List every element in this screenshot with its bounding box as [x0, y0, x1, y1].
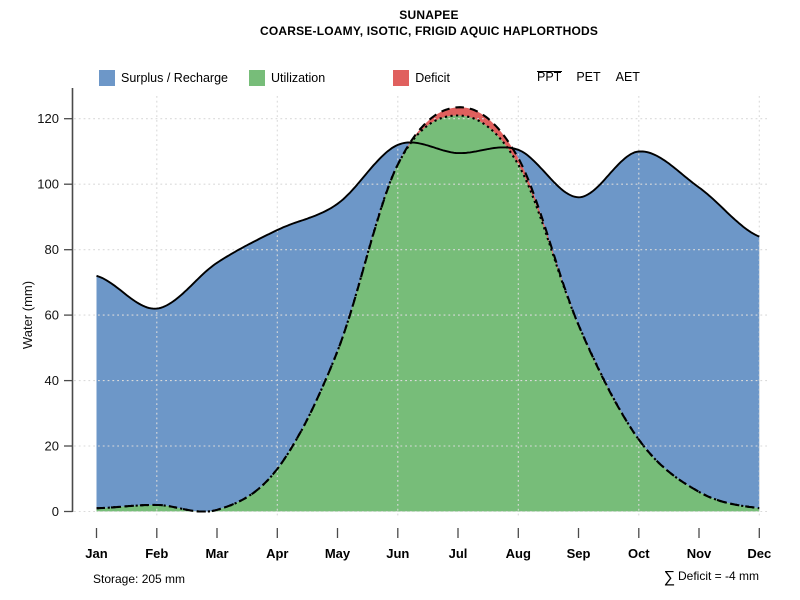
deficit-annotation: ∑ Deficit = -4 mm [664, 569, 759, 587]
legend-item-pet: PET [537, 70, 601, 84]
legend-item-aet: AET [537, 70, 640, 84]
axes [64, 88, 760, 538]
legend-areas: Surplus / Recharge Utilization Deficit [99, 70, 471, 86]
grid-lines [74, 96, 770, 518]
y-tick-label: 60 [45, 308, 59, 323]
y-tick-label: 20 [45, 439, 59, 454]
month-label: Sep [567, 546, 591, 561]
series-lines [96, 106, 760, 513]
y-tick-label: 100 [37, 177, 59, 192]
month-label: May [325, 546, 351, 561]
y-tick-label: 120 [37, 111, 59, 126]
legend-label-aet: AET [615, 70, 640, 84]
y-axis-title: Water (mm) [20, 281, 35, 349]
surplus-swatch-icon [99, 70, 115, 86]
sigma-icon: ∑ [663, 569, 675, 586]
legend-label-utilization: Utilization [271, 71, 326, 85]
chart-fills [96, 107, 760, 512]
month-label: Jan [85, 546, 107, 561]
legend-label-pet: PET [576, 70, 601, 84]
month-label: Apr [266, 546, 288, 561]
month-label: Jul [449, 546, 468, 561]
surplus-recharge-area [96, 142, 760, 512]
y-tick-label: 40 [45, 373, 59, 388]
legend-label-deficit: Deficit [415, 71, 450, 85]
month-label: Oct [628, 546, 650, 561]
month-label: Feb [145, 546, 168, 561]
storage-annotation: Storage: 205 mm [93, 572, 186, 586]
utilization-swatch-icon [249, 70, 266, 86]
legend-item-surplus: Surplus / Recharge [99, 70, 228, 86]
legend-item-deficit: Deficit [393, 70, 450, 86]
month-labels: Jan Feb Mar Apr May Jun Jul Aug Sep Oct Nov Dec [85, 546, 771, 561]
y-tick-labels: 0 20 40 60 80 100 120 [37, 111, 59, 519]
month-label: Nov [687, 546, 712, 561]
deficit-swatch-icon [393, 70, 410, 86]
y-tick-label: 80 [45, 242, 59, 257]
legend-lines: PPT PET AET [537, 70, 655, 84]
chart-subtitle: COARSE-LOAMY, ISOTIC, FRIGID AQUIC HAPLO… [259, 24, 599, 38]
deficit-annotation-text: Deficit = -4 mm [677, 569, 759, 583]
utilization-area [96, 115, 760, 512]
dotted-line-icon [537, 71, 562, 72]
month-label: Mar [205, 546, 228, 561]
y-tick-label: 0 [52, 504, 59, 519]
legend-item-utilization: Utilization [249, 70, 325, 86]
month-label: Jun [386, 546, 409, 561]
legend-label-ppt: PPT [537, 70, 562, 84]
chart-title: SUNAPEE [399, 8, 459, 22]
chart-header: SUNAPEE COARSE-LOAMY, ISOTIC, FRIGID AQU… [74, 8, 784, 38]
month-label: Dec [747, 546, 771, 561]
ppt-line [96, 141, 760, 310]
pet-line [96, 106, 760, 513]
legend-item-ppt: PPT [537, 70, 562, 84]
month-label: Aug [506, 546, 531, 561]
legend-label-surplus: Surplus / Recharge [121, 71, 229, 85]
